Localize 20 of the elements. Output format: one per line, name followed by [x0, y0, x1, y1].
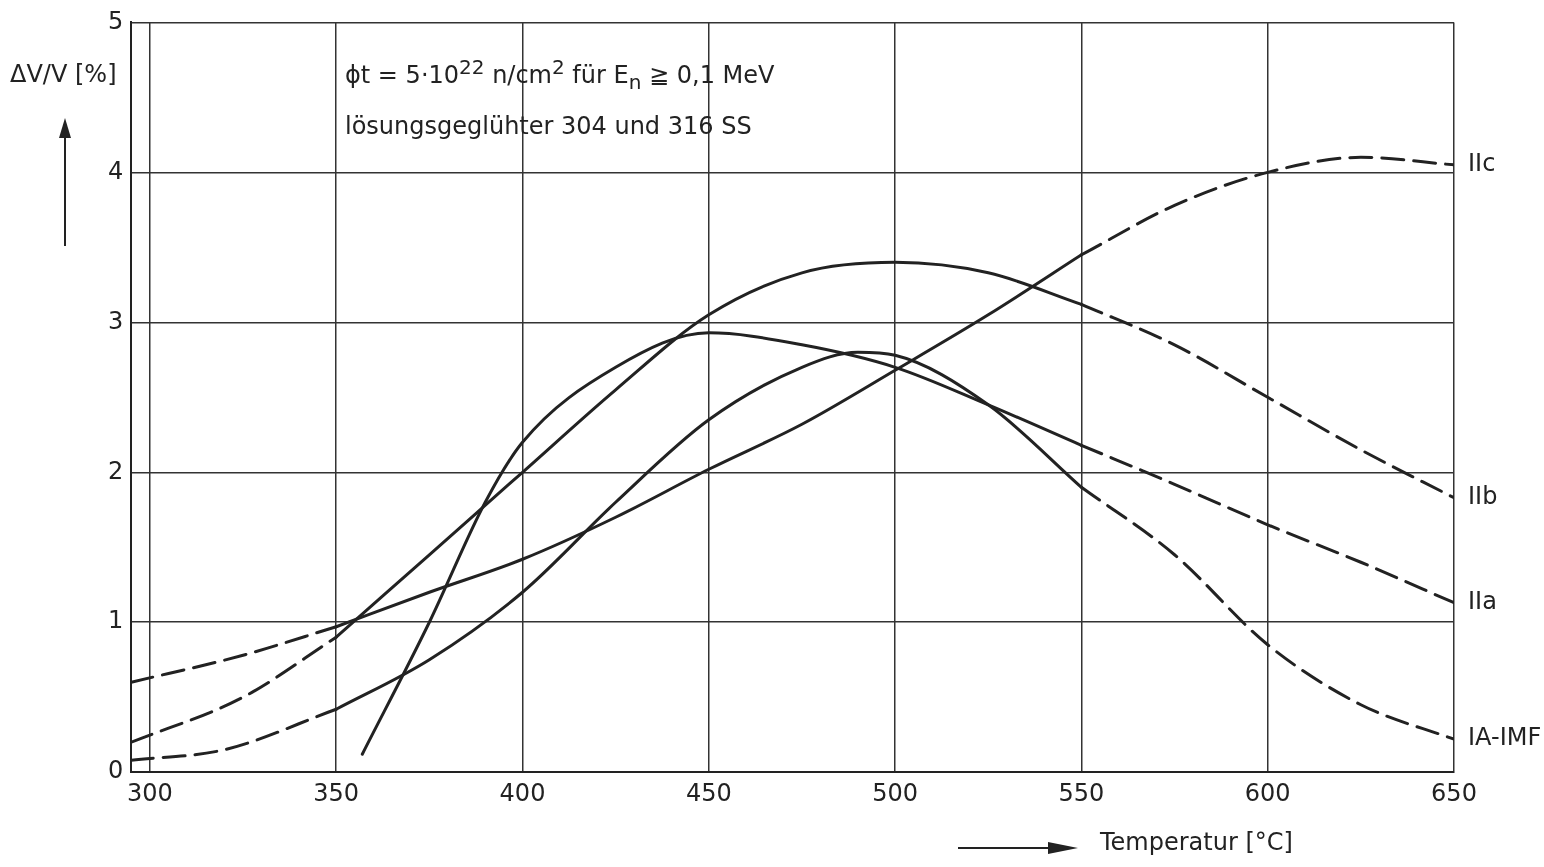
x-tick-label: 500 — [872, 778, 919, 807]
y-tick-label: 2 — [107, 456, 124, 485]
y-axis-title: ΔV/V [%] — [10, 60, 117, 88]
x-tick-label: 450 — [685, 778, 732, 807]
series-label: IIb — [1468, 482, 1498, 511]
y-tick-label: 0 — [107, 756, 124, 785]
x-axis-title: Temperatur [°C] — [1100, 828, 1293, 856]
y-tick-label: 1 — [107, 606, 124, 635]
x-tick-label: 400 — [499, 778, 546, 807]
y-tick-label: 3 — [107, 306, 124, 335]
x-tick-label: 300 — [126, 778, 173, 807]
series-label: IIa — [1468, 586, 1497, 615]
y-tick-label: 4 — [107, 156, 124, 185]
x-tick-label: 350 — [313, 778, 360, 807]
x-tick-label: 550 — [1058, 778, 1105, 807]
series-label: IA-IMF — [1468, 723, 1542, 752]
x-tick-label: 600 — [1244, 778, 1291, 807]
y-tick-label: 5 — [107, 6, 124, 35]
x-tick-label: 650 — [1431, 778, 1477, 807]
series-label: IIc — [1468, 149, 1496, 178]
